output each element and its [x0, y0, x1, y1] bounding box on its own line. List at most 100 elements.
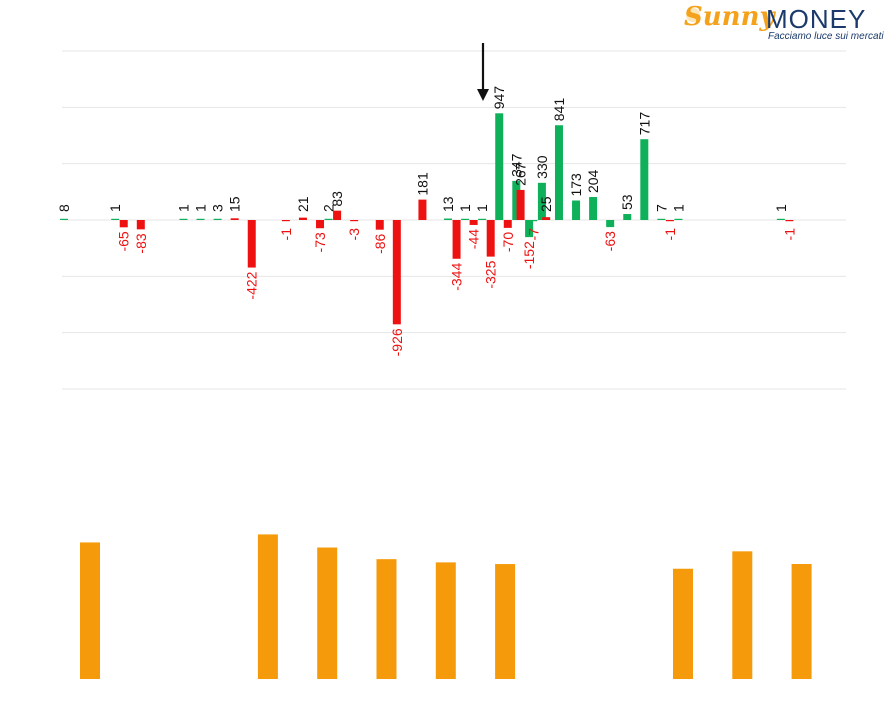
bar-strike-17000	[776, 218, 785, 220]
bar-strike-15800	[572, 200, 581, 220]
bar-value-label: 25	[538, 196, 554, 212]
bar-strike-15625	[542, 217, 551, 220]
bar-value-label: -65	[116, 231, 132, 251]
bar-strike-16400	[674, 218, 683, 220]
bar-value-label: 1	[193, 204, 209, 212]
bar-strike-15150	[461, 218, 470, 220]
bar-value-label: -63	[602, 231, 618, 251]
bar-strike-15400	[503, 220, 512, 228]
bar-value-label: 15	[227, 196, 243, 212]
bar-value-label: 181	[414, 172, 430, 196]
brand-logo: Sunny MONEY Facciamo luce sui mercati	[680, 2, 886, 42]
bar-value-label: 53	[619, 194, 635, 210]
bar-value-label: 204	[585, 169, 601, 193]
bar-strike-13900	[213, 218, 222, 220]
bar-value-label: 1	[670, 204, 686, 212]
bar-value-label: -70	[500, 232, 516, 252]
bar-value-label: 841	[551, 98, 567, 122]
bar-strike-15300	[486, 220, 495, 257]
bar-strike-13000	[60, 218, 68, 220]
future-bar-29-set	[791, 563, 812, 679]
bar-value-label: 1	[107, 204, 123, 212]
bar-strike-13300	[111, 218, 120, 220]
arrow-head-icon	[477, 89, 489, 101]
bar-value-label: -44	[466, 229, 482, 249]
bar-strike-15200	[469, 220, 478, 225]
bar-strike-15250	[478, 218, 487, 220]
future-bar-20-set	[257, 534, 278, 679]
bar-value-label: -926	[389, 328, 405, 356]
bar-strike-14300	[281, 220, 290, 222]
bar-strike-17050	[785, 220, 794, 222]
bar-strike-14600	[333, 210, 342, 220]
logo-script-text: Sunny	[684, 2, 775, 32]
bar-value-label: 3	[210, 204, 226, 212]
future-bar-27-set	[673, 568, 693, 679]
bar-value-label: -1	[662, 228, 678, 241]
bar-value-label: 1	[457, 204, 473, 212]
bar-value-label: -86	[372, 233, 388, 253]
bar-value-label: 8	[56, 204, 72, 212]
bar-strike-15450	[512, 180, 521, 220]
bar-strike-14100	[247, 220, 256, 268]
future-bar-21-set	[317, 547, 338, 679]
bar-value-label: -422	[244, 271, 260, 299]
bar-value-label: -73	[312, 232, 328, 252]
bar-strike-16200	[640, 139, 649, 220]
future-chart	[80, 534, 812, 679]
bar-value-label: 267	[513, 162, 529, 186]
bar-strike-15100	[452, 220, 461, 259]
bar-strike-14500	[316, 220, 325, 229]
bar-value-label: 347	[508, 153, 524, 177]
bar-value-label: 13	[440, 196, 456, 212]
future-bar-22-set	[376, 559, 397, 679]
bar-value-label: 21	[295, 196, 311, 212]
sun-icon	[686, 8, 700, 22]
logo-brand-text: MONEY	[766, 4, 867, 34]
bar-strike-15900	[589, 197, 598, 220]
bar-strike-14400	[298, 217, 307, 220]
bar-value-label: -83	[133, 233, 149, 253]
bar-strike-14000	[230, 218, 239, 220]
logo-tagline: Facciamo luce sui mercati	[768, 31, 884, 42]
bar-strike-14650	[350, 220, 359, 222]
bar-value-label: 2	[321, 204, 337, 212]
bar-strike-14750	[375, 220, 384, 230]
bar-strike-16350	[665, 220, 674, 222]
bar-value-label: 1	[773, 204, 789, 212]
bar-strike-15475	[516, 189, 525, 220]
bar-value-label: 173	[568, 173, 584, 197]
bar-strike-13350	[119, 220, 128, 228]
bar-strike-16000	[606, 220, 615, 228]
bar-strike-15700	[554, 125, 563, 220]
bar-strike-15050	[444, 218, 453, 220]
bar-strike-15350	[495, 113, 504, 220]
bar-strike-16100	[623, 214, 632, 220]
bar-strike-15600	[537, 182, 546, 220]
bar-value-label: 330	[534, 155, 550, 179]
bar-strike-14850	[392, 220, 401, 325]
bar-value-label: 717	[636, 112, 652, 136]
bar-value-label: 1	[175, 204, 191, 212]
bar-strike-13800	[196, 218, 205, 220]
future-bar-23-set	[435, 562, 456, 679]
bar-strike-13700	[179, 218, 188, 220]
bar-value-label: -1	[781, 228, 797, 241]
future-bar-17-set	[80, 542, 100, 679]
bar-value-label: 7	[653, 204, 669, 212]
future-bar-24-set	[495, 564, 516, 679]
bar-strike-15550	[529, 220, 538, 222]
bar-strike-14550	[324, 218, 333, 220]
bar-value-label: -325	[483, 260, 499, 288]
bar-value-label: -152	[521, 241, 537, 269]
bar-value-label: 947	[491, 86, 507, 110]
bar-value-label: -3	[346, 228, 362, 241]
bar-value-label: -344	[449, 263, 465, 291]
bar-strike-15525	[525, 220, 534, 238]
bar-strike-14950	[418, 199, 427, 220]
bar-strike-13450	[136, 220, 145, 230]
bar-value-label: -7	[525, 228, 541, 241]
bar-value-label: 1	[474, 204, 490, 212]
bar-strike-16300	[657, 218, 666, 220]
